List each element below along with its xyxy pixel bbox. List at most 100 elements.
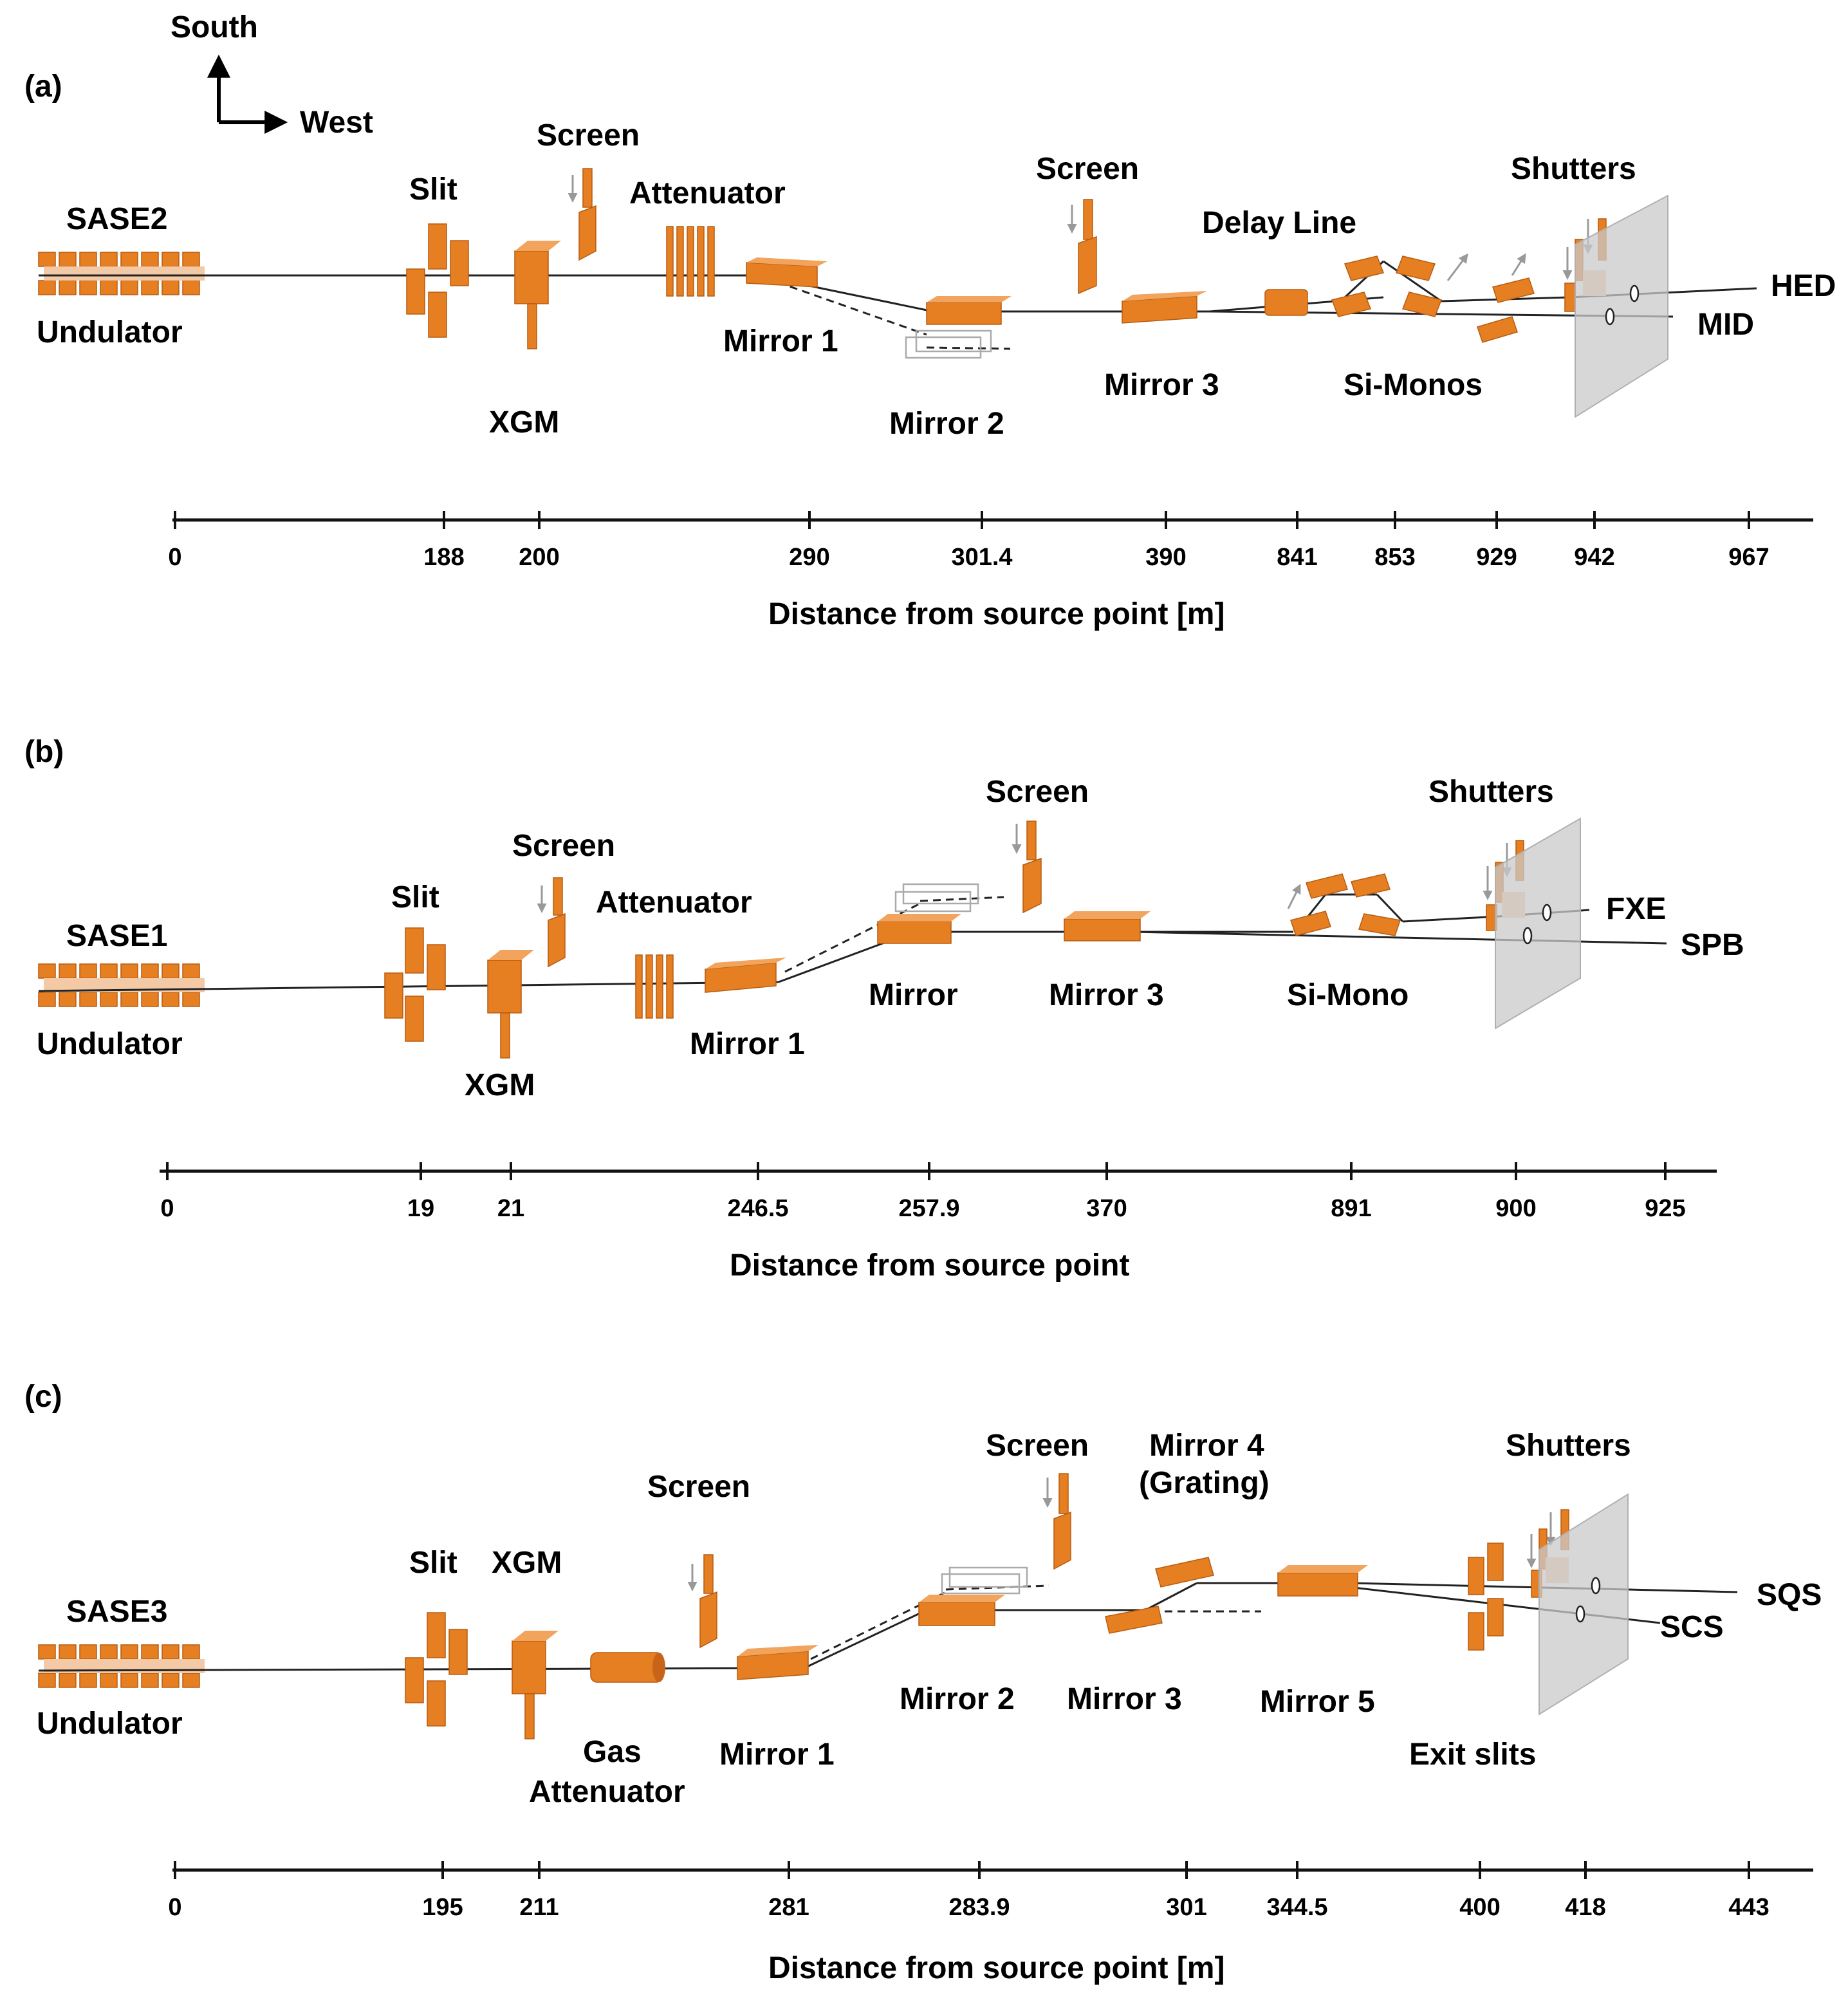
panel-b-source-label: SASE1 xyxy=(66,919,167,953)
panel-c-exit-slits-label: Exit slits xyxy=(1409,1738,1536,1772)
axis-tick-label: 0 xyxy=(168,544,181,571)
panel-c-gas-label: Gas xyxy=(583,1735,642,1769)
panel-a-delay-line-label: Delay Line xyxy=(1202,206,1356,240)
panel-c-screen2-label: Screen xyxy=(986,1429,1089,1463)
panel-c-mirror1 xyxy=(737,1645,818,1680)
axis-tick-label: 301 xyxy=(1166,1894,1206,1921)
panel-c-mirror3 xyxy=(1105,1606,1163,1634)
panel-c-screen2 xyxy=(1042,1473,1071,1570)
panel-a-mirror3-label: Mirror 3 xyxy=(1104,368,1219,402)
panel-b-tag: (b) xyxy=(24,735,64,769)
compass-south-label: South xyxy=(171,10,258,44)
panel-b-axis-title: Distance from source point xyxy=(730,1248,1129,1283)
axis-tick-label: 301.4 xyxy=(951,544,1012,571)
panel-b-mirror1-label: Mirror 1 xyxy=(690,1027,805,1061)
panel-c-mirror4-label: Mirror 4 xyxy=(1149,1429,1264,1463)
panel-a-delay-arrow-icon xyxy=(1446,253,1468,281)
axis-tick-label: 841 xyxy=(1277,544,1317,571)
panel-c-axis-ticks: 0 195 211 281 283.9 301 344.5 400 418 443 xyxy=(168,1861,1769,1921)
axis-tick-label: 344.5 xyxy=(1266,1894,1327,1921)
panel-b-si-mono-label: Si-Mono xyxy=(1287,978,1409,1012)
panel-a: (a) SASE2 Undulator Slit xyxy=(24,70,1836,631)
panel-a-attenuator xyxy=(666,226,715,297)
axis-tick-label: 211 xyxy=(519,1894,559,1921)
panel-a-delay-line xyxy=(1264,253,1468,317)
panel-c-tag: (c) xyxy=(24,1380,62,1414)
panel-b-undulator xyxy=(38,963,205,1007)
panel-a-mirror1 xyxy=(746,257,827,288)
panel-c-xgm xyxy=(512,1631,559,1739)
panel-c-mirror5-label: Mirror 5 xyxy=(1260,1685,1375,1719)
panel-b-slit-label: Slit xyxy=(391,880,439,914)
panel-c-xgm-label: XGM xyxy=(492,1546,562,1580)
axis-tick-label: 290 xyxy=(789,544,829,571)
axis-tick-label: 283.9 xyxy=(948,1894,1010,1921)
panel-a-slit-label: Slit xyxy=(409,172,457,207)
axis-tick-label: 195 xyxy=(422,1894,463,1921)
panel-a-axis-ticks: 0 188 200 290 301.4 390 841 853 929 942 967 xyxy=(168,511,1769,571)
panel-a-source-label: SASE2 xyxy=(66,202,167,236)
axis-tick-label: 853 xyxy=(1374,544,1415,571)
panel-a-xgm-label: XGM xyxy=(489,405,559,440)
panel-b-screen1 xyxy=(537,877,566,968)
axis-tick-label: 390 xyxy=(1145,544,1186,571)
panel-a-si-monos-label: Si-Monos xyxy=(1344,368,1483,402)
panel-b-screen2-label: Screen xyxy=(986,775,1089,809)
panel-a-end2-label: MID xyxy=(1697,308,1754,342)
panel-a-tag: (a) xyxy=(24,70,62,104)
panel-c-wall xyxy=(1538,1493,1629,1716)
axis-tick-label: 967 xyxy=(1728,544,1769,571)
panel-a-mirror2-label: Mirror 2 xyxy=(889,407,1004,441)
panel-c-mirror4-grating xyxy=(1155,1557,1214,1588)
panel-a-si-monos xyxy=(1477,253,1535,343)
panel-c: (c) SASE3 Undulator Slit XGM xyxy=(24,1380,1822,1985)
panel-b: (b) SASE1 Undulator Slit xyxy=(24,735,1744,1283)
panel-b-si-mono xyxy=(1287,873,1401,936)
panel-a-screen2-label: Screen xyxy=(1036,152,1139,186)
axis-tick-label: 400 xyxy=(1459,1894,1500,1921)
axis-tick-label: 281 xyxy=(768,1894,809,1921)
panel-c-screen1 xyxy=(687,1554,717,1649)
axis-tick-label: 21 xyxy=(497,1195,524,1222)
panel-b-mirror3 xyxy=(1064,911,1150,941)
compass: South West xyxy=(171,10,373,140)
panel-a-slit xyxy=(406,223,469,338)
panel-a-undulator xyxy=(38,252,205,295)
axis-tick-label: 929 xyxy=(1476,544,1517,571)
panel-c-axis-title: Distance from source point [m] xyxy=(768,1951,1224,1985)
axis-tick-label: 0 xyxy=(168,1894,181,1921)
panel-a-screen1-label: Screen xyxy=(537,118,640,153)
panel-b-axis-ticks: 0 19 21 246.5 257.9 370 891 900 925 xyxy=(160,1162,1686,1222)
panel-c-end1-label: SQS xyxy=(1757,1578,1822,1612)
panel-a-xgm xyxy=(514,241,561,349)
axis-tick-label: 418 xyxy=(1565,1894,1605,1921)
panel-c-mirror3-label: Mirror 3 xyxy=(1067,1682,1182,1716)
axis-tick-label: 891 xyxy=(1331,1195,1371,1222)
panel-c-attenuator-label: Attenuator xyxy=(529,1775,685,1809)
panel-a-mirror3 xyxy=(1122,291,1207,324)
axis-tick-label: 443 xyxy=(1728,1894,1769,1921)
panel-b-mirror-label: Mirror xyxy=(869,978,958,1012)
panel-c-gas-attenuator xyxy=(590,1652,665,1683)
panel-a-mono-arrow-icon xyxy=(1511,253,1526,276)
panel-a-shutters-label: Shutters xyxy=(1511,152,1636,186)
panel-b-attenuator-label: Attenuator xyxy=(596,885,752,920)
panel-b-mono-arrow-icon xyxy=(1287,884,1301,909)
axis-tick-label: 900 xyxy=(1495,1195,1536,1222)
axis-tick-label: 925 xyxy=(1645,1195,1685,1222)
compass-west-label: West xyxy=(300,106,373,140)
panel-c-screen1-label: Screen xyxy=(647,1470,750,1504)
panel-b-attenuator xyxy=(635,954,674,1019)
panel-b-mirror xyxy=(877,883,979,944)
axis-tick-label: 19 xyxy=(407,1195,434,1222)
panel-a-end1-label: HED xyxy=(1771,269,1836,303)
panel-b-screen1-label: Screen xyxy=(512,829,615,863)
panel-c-mirror2-label: Mirror 2 xyxy=(900,1682,1015,1716)
axis-tick-label: 200 xyxy=(519,544,559,571)
panel-a-attenuator-label: Attenuator xyxy=(629,176,786,210)
panel-c-mirror5 xyxy=(1277,1565,1368,1597)
panel-b-wall xyxy=(1495,817,1581,1030)
axis-tick-label: 370 xyxy=(1086,1195,1127,1222)
panel-c-source-label: SASE3 xyxy=(66,1595,167,1629)
panel-b-end1-label: FXE xyxy=(1606,892,1666,926)
